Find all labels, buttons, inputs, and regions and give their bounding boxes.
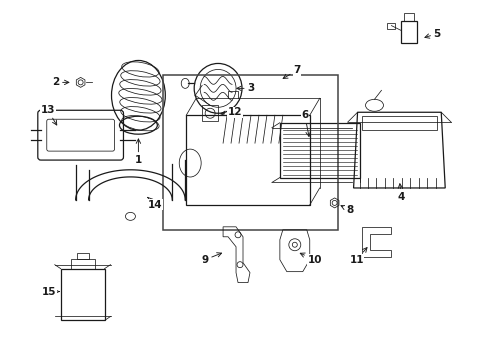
Bar <box>61 269 104 320</box>
Bar <box>401 21 416 42</box>
Text: 3: 3 <box>236 84 254 93</box>
Text: 12: 12 <box>221 107 242 117</box>
Bar <box>404 13 413 21</box>
Bar <box>202 105 218 121</box>
Bar <box>71 259 94 269</box>
Text: 8: 8 <box>340 205 352 215</box>
Text: 10: 10 <box>300 253 321 265</box>
Text: 4: 4 <box>397 184 404 202</box>
Text: 5: 5 <box>424 28 440 39</box>
Bar <box>77 253 88 259</box>
Bar <box>163 75 337 230</box>
Text: 14: 14 <box>147 197 163 210</box>
Bar <box>186 115 309 205</box>
Text: 7: 7 <box>283 66 300 78</box>
Text: 15: 15 <box>41 287 59 297</box>
Bar <box>361 116 436 130</box>
Text: 2: 2 <box>52 77 69 87</box>
Text: 11: 11 <box>348 248 366 265</box>
Text: 9: 9 <box>201 253 221 265</box>
Text: 13: 13 <box>41 105 57 125</box>
Text: 1: 1 <box>135 139 142 165</box>
Bar <box>386 23 395 28</box>
Bar <box>279 123 359 177</box>
Text: 6: 6 <box>301 110 310 136</box>
